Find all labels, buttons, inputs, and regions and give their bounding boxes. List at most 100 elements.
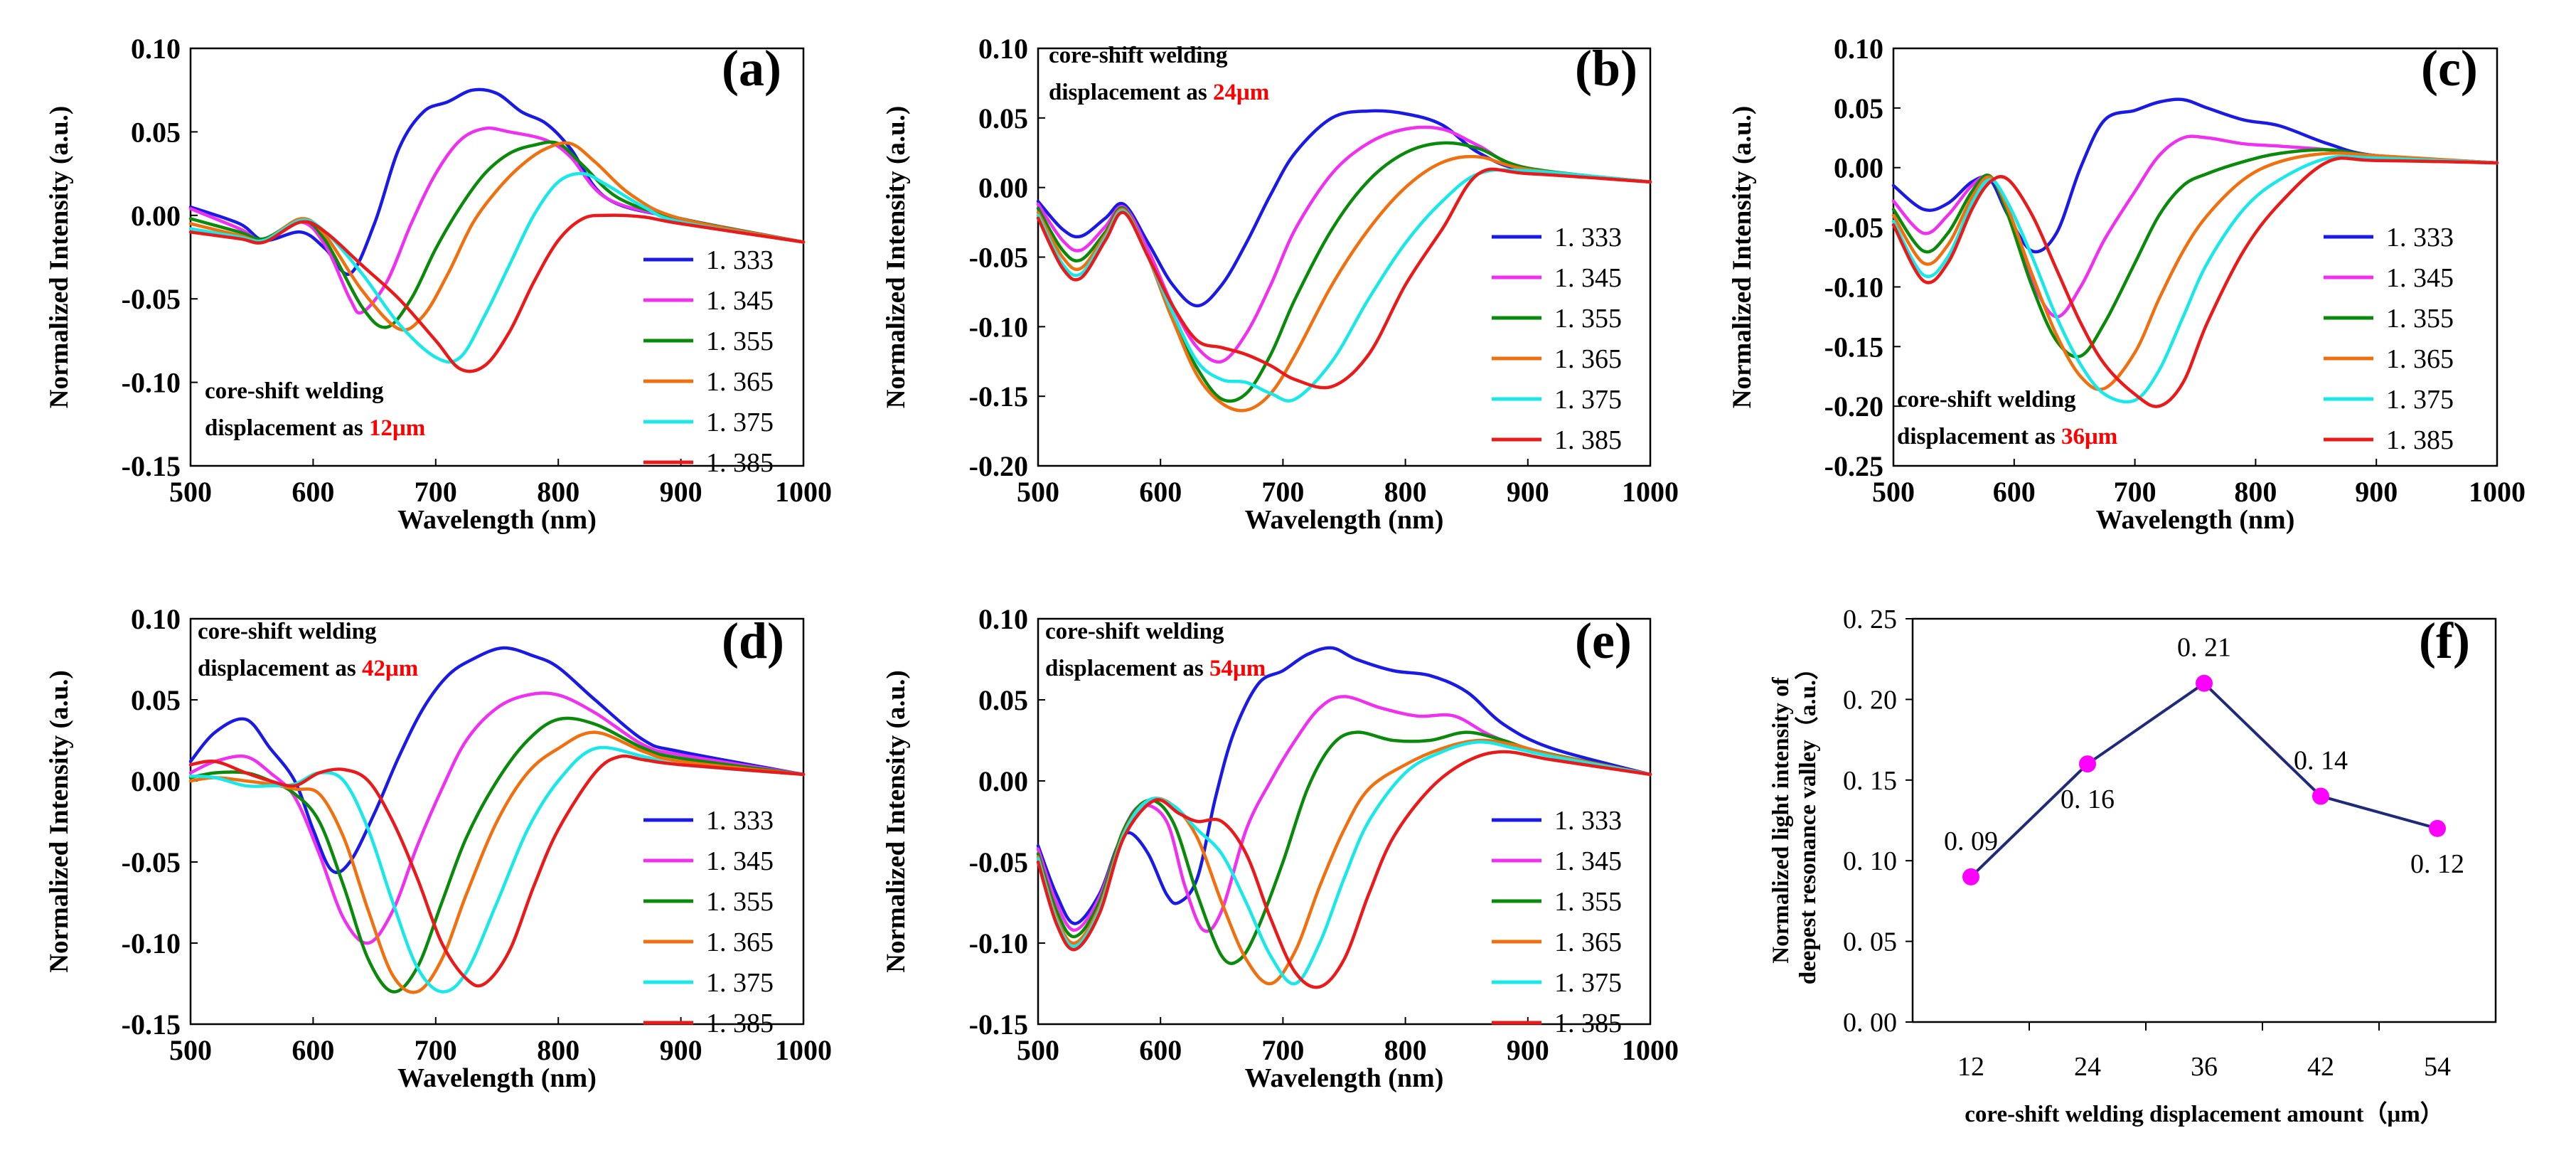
y-tick-label: 0.10 [131, 33, 181, 65]
legend-label: 1. 333 [706, 245, 774, 275]
annotation-line1: core-shift welding [198, 619, 377, 644]
x-tick-label: 500 [1017, 1034, 1059, 1066]
plot-frame [1037, 617, 1652, 1026]
y-tick-label: -0.25 [1824, 450, 1883, 482]
x-tick-label: 700 [415, 1034, 457, 1066]
annotation-prefix: displacement as [1049, 80, 1213, 105]
y-tick-label: -0.10 [1824, 271, 1883, 303]
plot-frame [1892, 47, 2498, 467]
panel-d: 500 600 700 800 900 1000 -0.15 -0.10 -0.05 0.00 0.… [45, 603, 832, 1093]
legend-label: 1. 355 [1554, 304, 1622, 334]
y-tick-label: 0. 10 [1843, 846, 1897, 876]
x-tick-label: 800 [1384, 476, 1427, 508]
legend-label: 1. 345 [706, 846, 774, 876]
y-tick-label: 0.05 [131, 116, 181, 148]
x-tick-label: 500 [1872, 476, 1915, 508]
y-tick-label: -0.05 [969, 242, 1028, 274]
y-tick-label: 0.05 [131, 684, 181, 716]
data-label: 0. 09 [1944, 826, 1998, 856]
panel-label: (e) [1575, 612, 1632, 669]
x-tick-label: 54 [2424, 1052, 2451, 1082]
annotation-line2: displacement as 36μm [1897, 424, 2117, 449]
y-axis-label: Normalized Intensity (a.u.) [882, 670, 911, 972]
y-axis-label: Normalized Intensity (a.u.) [45, 106, 74, 408]
x-tick-label: 36 [2191, 1052, 2218, 1082]
series-line-1385 [1036, 750, 1652, 989]
y-tick-label: -0.15 [969, 1009, 1028, 1041]
legend-label: 1. 355 [706, 887, 774, 917]
x-tick-label: 500 [169, 476, 212, 508]
legend-label: 1. 365 [706, 927, 774, 957]
legend-label: 1. 385 [1554, 425, 1622, 455]
data-label: 0. 14 [2294, 745, 2348, 775]
series-line-1385 [1036, 167, 1652, 390]
legend-label: 1. 333 [1554, 806, 1622, 836]
x-tick-label: 1000 [775, 1034, 832, 1066]
legend-label: 1. 345 [706, 286, 774, 316]
x-tick-label: 800 [1384, 1034, 1427, 1066]
y-tick-label: 0. 15 [1843, 766, 1897, 796]
legend-label: 1. 385 [2386, 425, 2454, 455]
x-tick-label: 800 [537, 1034, 579, 1066]
y-tick-label: -0.15 [122, 450, 181, 482]
x-axis-label: Wavelength (nm) [397, 1063, 597, 1093]
annotation-prefix: displacement as [198, 656, 362, 681]
legend-label: 1. 333 [2386, 223, 2454, 252]
annotation-prefix: displacement as [1897, 424, 2061, 449]
y-tick-label: -0.20 [969, 450, 1028, 482]
x-tick-label: 900 [660, 476, 702, 508]
legend-label: 1. 355 [706, 326, 774, 356]
annotation-displacement: 36μm [2061, 424, 2117, 449]
y-tick-label: 0.05 [978, 102, 1028, 134]
panel-label: (d) [722, 612, 784, 669]
series-line-1355 [1891, 148, 2499, 358]
series-line-1375 [188, 745, 806, 994]
series-line-1375 [188, 171, 806, 364]
panel-label: (a) [722, 40, 781, 97]
series-line-1385 [1891, 156, 2499, 408]
y-tick-label: 0. 20 [1843, 685, 1897, 715]
x-tick-label: 600 [1993, 476, 2036, 508]
x-tick-label: 800 [2234, 476, 2277, 508]
annotation-line1: core-shift welding [205, 378, 384, 404]
series-line-1365 [1891, 151, 2499, 391]
series-line-1375 [1891, 154, 2499, 404]
annotation-line2: displacement as 24μm [1049, 80, 1269, 105]
y-tick-label: -0.05 [1824, 212, 1883, 244]
legend-label: 1. 355 [2386, 304, 2454, 334]
y-tick-label: 0.00 [1834, 152, 1883, 184]
valley-intensity-line [1970, 681, 2438, 878]
panel-label: (c) [2421, 40, 2478, 97]
y-axis-label-line1: Normalized light intensity of [1768, 676, 1794, 963]
plot-frame [1911, 617, 2497, 1023]
legend-label: 1. 345 [2386, 263, 2454, 293]
y-tick-label: 0.00 [131, 200, 181, 232]
y-axis-label: Normalized Intensity (a.u.) [882, 106, 911, 408]
legend-label: 1. 365 [2386, 344, 2454, 374]
y-tick-label: 0. 25 [1843, 605, 1897, 634]
panel-e: 500 600 700 800 900 1000 -0.15 -0.10 -0.05 0.00 0.… [882, 603, 1679, 1093]
y-tick-label: -0.05 [969, 846, 1028, 878]
series-line-1365 [188, 141, 806, 332]
series-line-1333 [188, 646, 806, 874]
x-axis-label: core-shift welding displacement amount（μ… [1965, 1101, 2444, 1127]
x-tick-label: 900 [660, 1034, 702, 1066]
y-tick-label: 0.00 [978, 765, 1028, 797]
data-point [2079, 755, 2096, 773]
y-tick-label: 0.05 [1834, 92, 1883, 124]
y-tick-label: 0.10 [978, 603, 1028, 635]
legend-label: 1. 375 [1554, 968, 1622, 998]
data-label: 0. 12 [2410, 849, 2464, 879]
x-axis-label: Wavelength (nm) [2096, 505, 2295, 535]
annotation-displacement: 12μm [369, 415, 425, 441]
legend-label: 1. 375 [706, 968, 774, 998]
y-tick-label: -0.10 [969, 311, 1028, 343]
y-tick-label: 0.10 [1834, 33, 1883, 65]
x-tick-label: 900 [2355, 476, 2398, 508]
y-axis-label: Normalized Intensity (a.u.) [1728, 106, 1757, 408]
x-tick-label: 900 [1507, 1034, 1549, 1066]
series-line-1345 [1891, 134, 2499, 319]
annotation-line2: displacement as 12μm [205, 415, 425, 441]
panel-f: 0. 00 0. 05 0. 10 0. 15 0. 20 0. 25 12 24 36 42 54… [1768, 605, 2497, 1127]
data-point [1962, 868, 1979, 885]
